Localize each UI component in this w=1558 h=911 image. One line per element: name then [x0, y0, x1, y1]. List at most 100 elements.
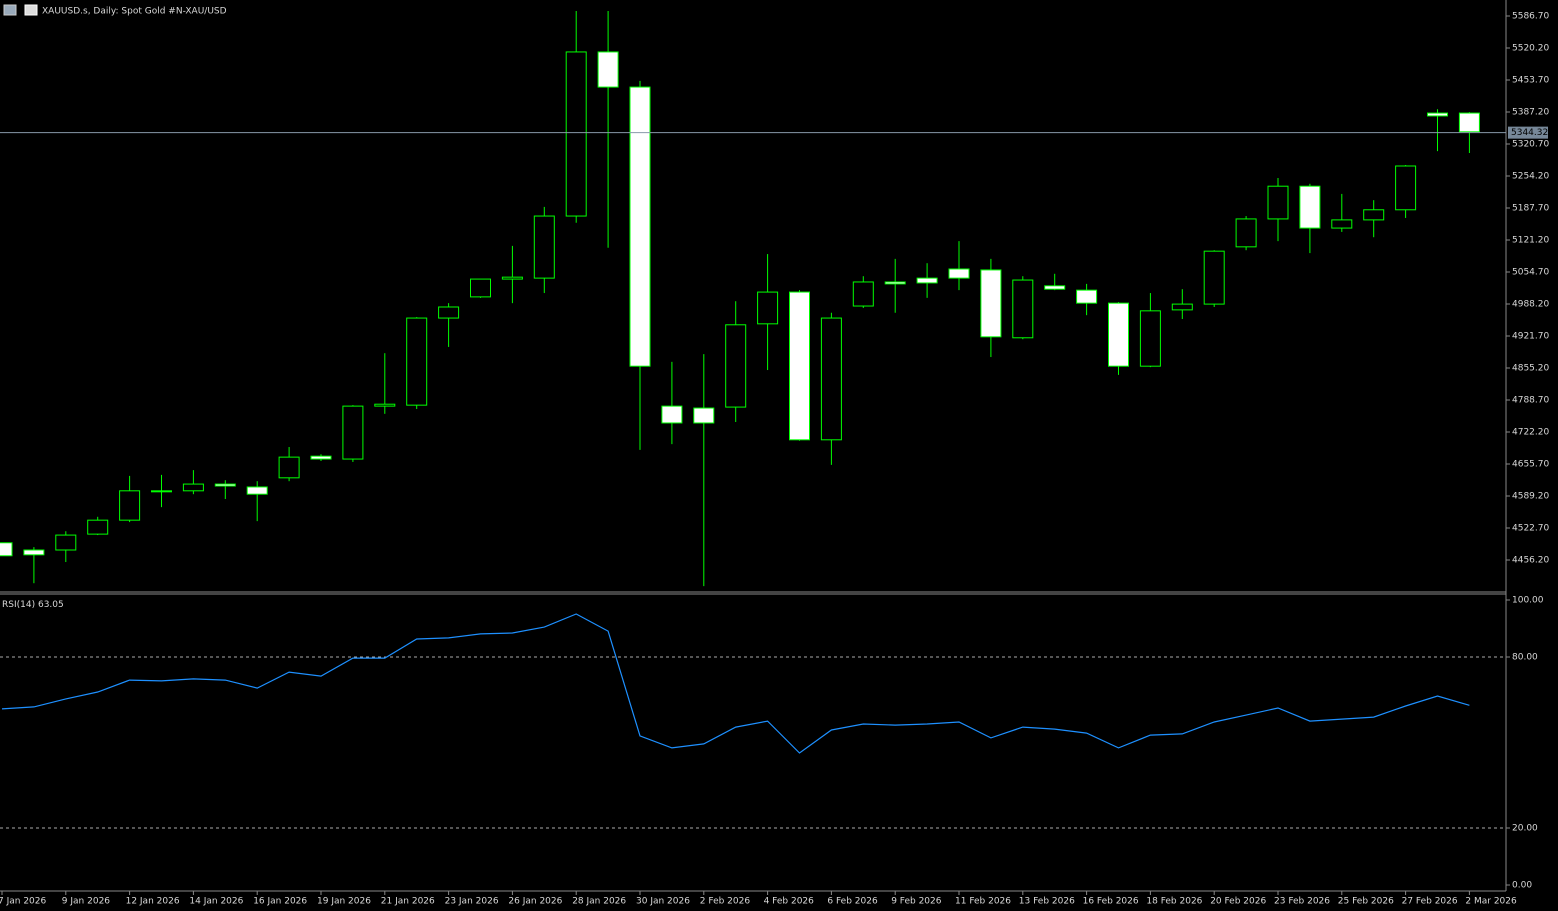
candle-body	[310, 455, 332, 460]
candle-body	[948, 268, 970, 279]
candle-body	[884, 281, 906, 285]
candle-body	[661, 405, 683, 424]
candle-body	[629, 86, 651, 367]
x-tick-label: 16 Feb 2026	[1083, 897, 1139, 907]
x-tick-label: 4 Feb 2026	[764, 897, 815, 907]
candle-body	[1427, 112, 1448, 117]
candle-body	[1395, 165, 1417, 211]
candle-body	[342, 405, 364, 460]
y-tick-label: 4855.20	[1512, 364, 1549, 374]
candle-body	[597, 51, 619, 88]
chart-title: XAUUSD.s, Daily: Spot Gold #N-XAU/USD	[42, 7, 227, 17]
y-tick-label: 4655.70	[1512, 460, 1549, 470]
candle-body	[0, 542, 13, 557]
candle-body	[23, 549, 45, 556]
x-tick-label: 23 Jan 2026	[445, 897, 499, 907]
candle-body	[980, 269, 1002, 338]
candle-body	[151, 490, 172, 493]
candle-body	[182, 483, 204, 492]
candle-body	[1012, 279, 1034, 339]
candle-body	[1299, 185, 1321, 229]
candle-body	[725, 324, 747, 408]
y-tick-label: 5054.70	[1512, 268, 1549, 278]
x-tick-label: 7 Jan 2026	[0, 897, 46, 907]
toolbar-icons	[3, 4, 38, 16]
x-tick-label: 25 Feb 2026	[1338, 897, 1394, 907]
x-tick-label: 18 Feb 2026	[1146, 897, 1202, 907]
last-price-label: 5344.32	[1511, 128, 1548, 138]
candle-body	[1331, 219, 1353, 229]
x-tick-label: 23 Feb 2026	[1274, 897, 1330, 907]
last-price-box	[1508, 126, 1548, 139]
x-tick-label: 28 Jan 2026	[572, 897, 626, 907]
y-tick-label: 20.00	[1512, 824, 1538, 834]
candle-body	[278, 456, 300, 479]
x-tick-label: 14 Jan 2026	[189, 897, 243, 907]
y-tick-label: 5387.20	[1512, 108, 1549, 118]
candle-body	[1235, 218, 1257, 248]
candle-body	[119, 490, 141, 521]
y-tick-label: 5520.20	[1512, 44, 1549, 54]
candle-body	[1458, 112, 1480, 133]
candle-body	[1267, 185, 1289, 220]
y-tick-label: 4921.70	[1512, 332, 1549, 342]
candle-body	[438, 306, 460, 319]
candle-body	[533, 215, 555, 279]
x-tick-label: 27 Feb 2026	[1402, 897, 1458, 907]
candle-body	[501, 276, 523, 280]
candle-body	[87, 519, 109, 535]
x-tick-label: 2 Feb 2026	[700, 897, 751, 907]
candle-body	[693, 407, 715, 424]
x-tick-label: 16 Jan 2026	[253, 897, 307, 907]
candle-body	[406, 317, 428, 406]
y-tick-label: 4456.20	[1512, 556, 1549, 566]
candle-body	[55, 534, 77, 551]
y-tick-label: 5586.70	[1512, 12, 1549, 22]
x-tick-label: 9 Jan 2026	[62, 897, 110, 907]
candle-body	[1171, 303, 1193, 311]
x-tick-label: 6 Feb 2026	[827, 897, 878, 907]
x-tick-label: 13 Feb 2026	[1019, 897, 1075, 907]
y-tick-label: 5453.70	[1512, 76, 1549, 86]
candle-body	[852, 281, 874, 307]
candle-body	[374, 403, 396, 407]
icon	[24, 4, 38, 16]
y-tick-label: 100.00	[1512, 595, 1544, 605]
indicator-name: RSI(14)	[2, 600, 35, 610]
candle-body	[214, 483, 236, 487]
candle-body	[470, 278, 491, 298]
icon	[3, 4, 17, 16]
candle-body	[789, 291, 810, 441]
x-tick-label: 19 Jan 2026	[317, 897, 371, 907]
candle-body	[757, 291, 779, 325]
indicator-label: RSI(14) 63.05	[2, 600, 64, 610]
y-tick-label: 4788.70	[1512, 396, 1549, 406]
x-tick-label: 11 Feb 2026	[955, 897, 1011, 907]
y-tick-label: 5320.70	[1512, 140, 1549, 150]
y-tick-label: 5187.70	[1512, 204, 1549, 214]
y-tick-label: 4722.20	[1512, 428, 1549, 438]
x-tick-label: 12 Jan 2026	[126, 897, 180, 907]
rsi-line	[1, 613, 1470, 754]
x-tick-label: 20 Feb 2026	[1210, 897, 1266, 907]
candle-body	[1203, 250, 1225, 305]
candle-body	[1139, 310, 1161, 367]
x-tick-label: 26 Jan 2026	[508, 897, 562, 907]
x-tick-label: 30 Jan 2026	[636, 897, 690, 907]
y-tick-label: 5121.20	[1512, 236, 1549, 246]
y-tick-label: 80.00	[1512, 652, 1538, 662]
x-tick-label: 2 Mar 2026	[1465, 897, 1517, 907]
y-tick-label: 4522.70	[1512, 524, 1549, 534]
candle-body	[1044, 285, 1066, 290]
x-tick-label: 9 Feb 2026	[891, 897, 942, 907]
y-tick-label: 5254.20	[1512, 172, 1549, 182]
candle-body	[1076, 289, 1098, 304]
y-tick-label: 0.00	[1512, 881, 1532, 891]
y-tick-label: 4988.20	[1512, 300, 1549, 310]
candle-body	[1108, 302, 1129, 367]
indicator-value: 63.05	[38, 600, 64, 610]
candle-body	[1363, 209, 1385, 221]
y-tick-label: 4589.20	[1512, 492, 1549, 502]
